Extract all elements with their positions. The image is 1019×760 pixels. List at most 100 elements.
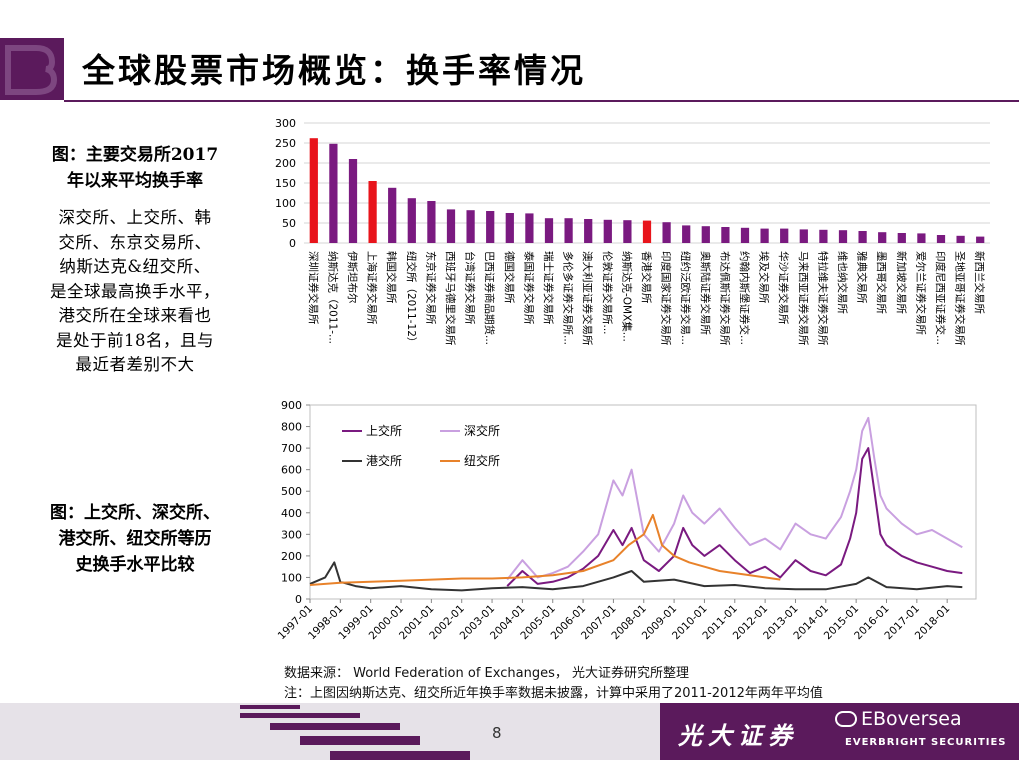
bar [662, 222, 671, 243]
chart2-caption-line: 港交所、纽交所等历 [58, 529, 212, 549]
description-line: 最近者差别不大 [75, 355, 195, 374]
bar [956, 235, 965, 243]
bar [976, 236, 985, 243]
title-divider [64, 100, 1019, 102]
x-tick-label: 瑞士证券交易所 [542, 251, 555, 325]
bar [329, 143, 338, 243]
x-tick-label: 维也纳交易所 [836, 251, 849, 314]
chart1-caption-line: 图：主要交易所2017 [51, 145, 219, 165]
y-tick-label: 700 [281, 442, 302, 455]
x-tick-label: 新加坡交易所 [895, 251, 908, 314]
x-tick-label: 伊斯坦布尔 [346, 251, 359, 304]
bar [368, 181, 377, 243]
x-tick-label: 泰国证券交易所 [522, 251, 535, 325]
bar [642, 220, 652, 243]
series-line [506, 447, 963, 587]
y-tick-label: 200 [275, 157, 296, 170]
y-tick-label: 400 [281, 507, 302, 520]
chart2-caption-line: 图：上交所、深交所、 [50, 503, 220, 523]
footer-bar [0, 703, 1019, 760]
x-tick-label: 马来西亚证券交易所 [797, 251, 810, 346]
y-tick-label: 0 [289, 237, 296, 250]
wechat-watermark: EBoversea [835, 708, 962, 730]
brand-logo-icon [0, 38, 64, 100]
source-text: 数据来源： World Federation of Exchanges， 光大证… [284, 666, 689, 681]
y-tick-label: 300 [281, 528, 302, 541]
x-tick-label: 深圳证券交易所 [307, 251, 320, 325]
bar [603, 219, 612, 243]
x-tick-label: 印度国家证券交易所 [660, 251, 673, 346]
x-tick-label: 纽交所（2011-12） [405, 251, 418, 347]
x-tick-label: 纳斯达克（2011-... [326, 251, 339, 344]
legend-label: 深交所 [464, 423, 500, 438]
x-tick-label: 多伦多证券交易所... [562, 251, 575, 345]
bar [623, 220, 632, 243]
bar [682, 225, 691, 243]
title-bar [64, 38, 1019, 100]
description-line: 是处于前18名，且与 [56, 330, 214, 350]
y-tick-label: 300 [275, 117, 296, 130]
y-tick-label: 100 [275, 197, 296, 210]
legend-label: 上交所 [366, 423, 402, 438]
y-tick-label: 900 [281, 399, 302, 412]
wechat-icon [835, 711, 857, 727]
bar [584, 219, 593, 243]
bar [721, 227, 730, 243]
x-tick-label: 西班牙马德里交易所 [444, 251, 457, 346]
bar [407, 198, 416, 243]
chart1-caption: 图：主要交易所2017 年以来平均换手率 [30, 142, 240, 194]
x-tick-label: 埃及交易所 [758, 251, 771, 304]
chart2-caption: 图：上交所、深交所、 港交所、纽交所等历 史换手水平比较 [30, 500, 240, 578]
x-tick-label: 韩国交易所 [385, 251, 398, 304]
bar [348, 159, 358, 243]
x-tick-label: 墨西哥交易所 [875, 251, 888, 314]
bar [740, 227, 750, 243]
description-line: 港交所在全球来看也 [58, 306, 212, 325]
y-tick-label: 100 [281, 571, 302, 584]
x-tick-label: 奥斯陆证券交易所 [699, 251, 712, 335]
x-tick-label: 新西兰交易所 [973, 251, 986, 314]
bar [701, 226, 710, 243]
bar [917, 233, 926, 243]
note-text: 注：上图因纳斯达克、纽交所近年换手率数据未披露，计算中采用了2011-2012年… [284, 686, 823, 701]
y-tick-label: 150 [275, 177, 296, 190]
description-text: 深交所、上交所、韩 交所、东京交易所、 纳斯达克&纽交所、 是全球最高换手水平，… [30, 206, 240, 378]
page-number: 8 [492, 724, 502, 742]
wechat-label: EBoversea [861, 708, 962, 730]
bar [936, 235, 946, 243]
x-tick-label: 爱尔兰证券交易所 [914, 251, 927, 335]
x-tick-label: 印度尼西亚证券交... [934, 251, 947, 345]
x-tick-label: 台湾证券交易所 [464, 251, 477, 325]
y-tick-label: 500 [281, 485, 302, 498]
x-tick-label: 澳大利亚证券交易所 [581, 251, 594, 346]
description-line: 纳斯达克&纽交所、 [59, 257, 211, 276]
x-tick-label: 华沙证券交易所 [777, 251, 790, 325]
bar [544, 218, 554, 243]
brand-name-en: EVERBRIGHT SECURITIES [845, 737, 1007, 748]
x-tick-label: 纽约泛欧证券交易... [679, 251, 692, 345]
x-tick-label: 东京证券交易所 [424, 251, 437, 325]
turnover-line-chart: 01002003004005006007008009001997-011998-… [276, 399, 977, 642]
x-tick-label: 伦敦证券交易所... [601, 251, 614, 335]
bar [819, 229, 828, 243]
turnover-bar-chart: 0 50 100 150 200 250 300 深圳证券交易所 纳斯达克（2011-... 伊斯… [275, 117, 990, 347]
bar [780, 228, 789, 243]
y-tick-label: 600 [281, 464, 302, 477]
x-tick-label: 德国交易所 [503, 251, 516, 304]
bar [427, 201, 436, 243]
bar [446, 209, 456, 243]
series-line [309, 561, 963, 592]
y-tick-label: 0 [295, 593, 302, 606]
x-tick-label: 雅典交易所 [856, 251, 869, 304]
bar [858, 231, 867, 243]
bar [466, 210, 475, 243]
x-tick-label: 上海证券交易所 [366, 251, 379, 325]
chart2-caption-line: 史换手水平比较 [75, 555, 195, 575]
bar [897, 233, 906, 243]
y-tick-label: 50 [282, 217, 296, 230]
x-tick-label: 巴西证券商品期货... [483, 251, 496, 345]
x-tick-label: 特拉维夫证券交易所 [816, 251, 829, 346]
y-tick-label: 200 [281, 550, 302, 563]
series-line [506, 416, 963, 581]
bar [564, 218, 573, 243]
